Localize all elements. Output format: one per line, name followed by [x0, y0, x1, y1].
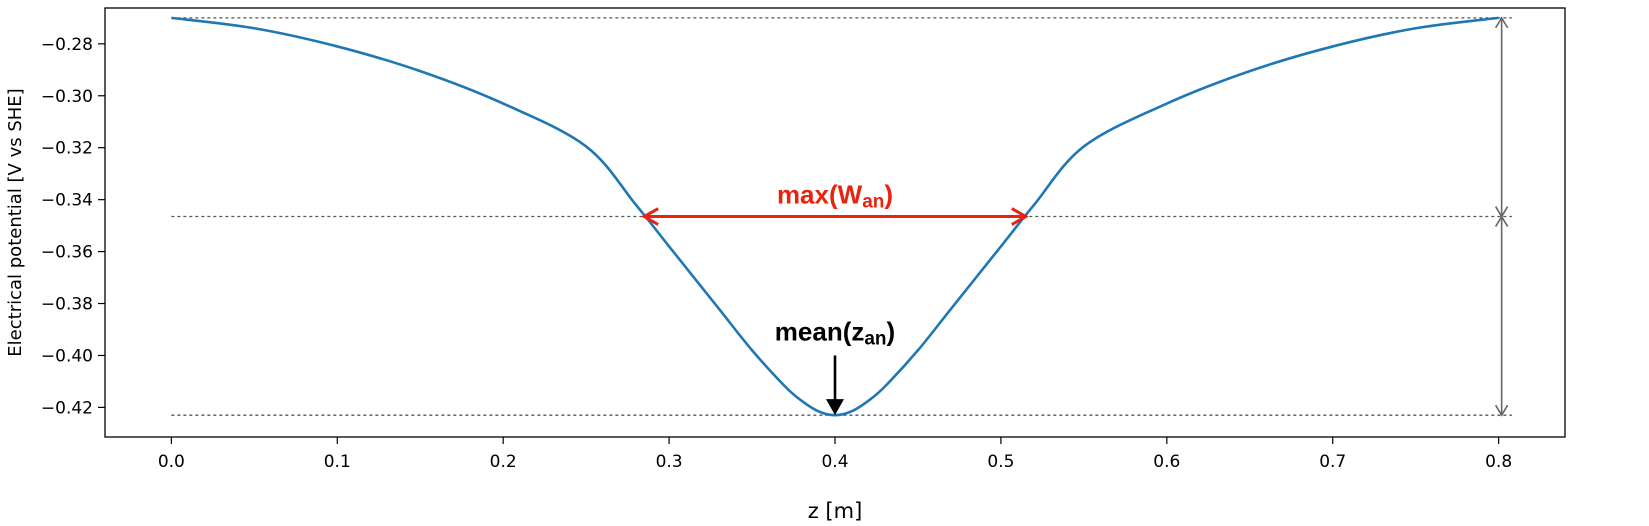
width-annotation-close: ) [884, 180, 893, 210]
y-tick-label: −0.30 [41, 87, 93, 107]
y-tick-label: −0.38 [41, 295, 93, 315]
y-axis-ticks: −0.28 −0.30 −0.32 −0.34 −0.36 −0.38 −0.40 −0.42 [41, 35, 105, 418]
range-arrows [1494, 16, 1509, 417]
width-arrow-head-left [641, 207, 659, 226]
y-tick-label: −0.28 [41, 35, 93, 55]
x-axis-label: z [m] [808, 499, 863, 523]
x-tick-label: 0.7 [1319, 452, 1346, 472]
width-arrow-head-right [1011, 207, 1029, 226]
x-axis-ticks: 0.0 0.1 0.2 0.3 0.4 0.5 0.6 0.7 0.8 [158, 437, 1512, 472]
x-tick-label: 0.3 [656, 452, 683, 472]
range-arrow-head-bottom [1494, 404, 1509, 417]
mean-annotation-label: mean(zan) [775, 316, 895, 349]
x-tick-label: 0.5 [987, 452, 1014, 472]
y-tick-label: −0.32 [41, 139, 93, 159]
mean-annotation-close: ) [887, 316, 896, 346]
y-tick-label: −0.34 [41, 191, 93, 211]
mean-arrow-head [826, 399, 844, 416]
range-arrow-head-top [1494, 214, 1509, 227]
reference-lines [171, 17, 1512, 416]
y-tick-label: −0.36 [41, 243, 93, 263]
x-tick-label: 0.6 [1153, 452, 1180, 472]
y-axis-label: Electrical potential [V vs SHE] [5, 88, 26, 356]
x-tick-label: 0.0 [158, 452, 185, 472]
x-tick-label: 0.4 [821, 452, 848, 472]
x-tick-label: 0.1 [324, 452, 351, 472]
x-tick-label: 0.2 [490, 452, 517, 472]
x-tick-label: 0.8 [1485, 452, 1512, 472]
y-tick-label: −0.40 [41, 346, 93, 366]
width-annotation-subscript: an [862, 192, 884, 213]
width-annotation-label: max(Wan) [777, 180, 893, 213]
annotations-group: max(Wan) mean(zan) [641, 16, 1509, 417]
y-tick-label: −0.42 [41, 398, 93, 418]
range-arrow-head-top [1494, 16, 1509, 29]
width-annotation-text: max(W [777, 180, 863, 210]
mean-annotation-text: mean(z [775, 316, 865, 346]
mean-annotation-subscript: an [864, 328, 886, 349]
